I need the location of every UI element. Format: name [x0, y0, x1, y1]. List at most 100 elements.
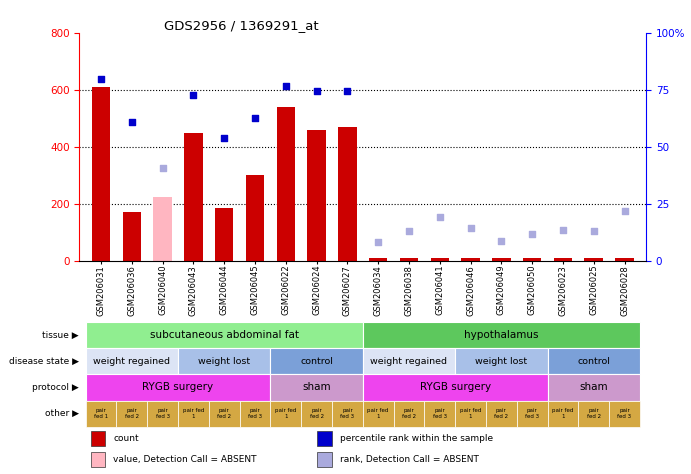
Bar — [178, 348, 270, 374]
Point — [404, 227, 415, 235]
Text: pair
fed 2: pair fed 2 — [310, 408, 323, 419]
Bar — [547, 401, 578, 427]
Bar — [547, 348, 640, 374]
Text: pair
fed 3: pair fed 3 — [248, 408, 262, 419]
Point — [157, 164, 168, 172]
Bar — [615, 258, 634, 261]
Point — [342, 87, 353, 94]
Text: pair
fed 1: pair fed 1 — [94, 408, 108, 419]
Bar — [122, 212, 141, 261]
Text: subcutaneous abdominal fat: subcutaneous abdominal fat — [150, 330, 299, 340]
Bar — [91, 452, 105, 467]
Bar — [369, 258, 388, 261]
Text: pair
fed 3: pair fed 3 — [433, 408, 447, 419]
Text: hypothalamus: hypothalamus — [464, 330, 538, 340]
Text: weight lost: weight lost — [198, 357, 250, 366]
Bar — [547, 374, 640, 401]
Text: tissue ▶: tissue ▶ — [42, 331, 79, 340]
Bar — [455, 348, 547, 374]
Point — [619, 207, 630, 215]
Bar — [317, 431, 332, 446]
Text: pair
fed 2: pair fed 2 — [125, 408, 139, 419]
Bar — [147, 401, 178, 427]
Bar — [332, 401, 363, 427]
Text: RYGB surgery: RYGB surgery — [142, 383, 214, 392]
Text: pair fed
1: pair fed 1 — [552, 408, 574, 419]
Bar — [92, 87, 111, 261]
Text: pair fed
1: pair fed 1 — [460, 408, 481, 419]
Bar — [301, 401, 332, 427]
Bar — [455, 401, 486, 427]
Bar — [184, 133, 202, 261]
Bar — [492, 258, 511, 261]
Text: GDS2956 / 1369291_at: GDS2956 / 1369291_at — [164, 19, 319, 32]
Bar — [86, 348, 178, 374]
Bar — [578, 401, 609, 427]
Bar — [246, 175, 264, 261]
Bar — [153, 197, 172, 261]
Bar — [317, 452, 332, 467]
Bar — [430, 258, 449, 261]
Text: sham: sham — [302, 383, 331, 392]
Bar — [270, 401, 301, 427]
Text: pair fed
1: pair fed 1 — [182, 408, 204, 419]
Point — [95, 75, 106, 82]
Bar — [215, 208, 234, 261]
Text: weight regained: weight regained — [370, 357, 448, 366]
Text: sham: sham — [580, 383, 608, 392]
Point — [372, 238, 384, 246]
Text: rank, Detection Call = ABSENT: rank, Detection Call = ABSENT — [340, 455, 479, 464]
Point — [434, 213, 445, 220]
Bar — [523, 258, 541, 261]
Bar — [553, 258, 572, 261]
Bar — [116, 401, 147, 427]
Text: percentile rank within the sample: percentile rank within the sample — [340, 434, 493, 443]
Bar — [462, 258, 480, 261]
Bar — [585, 258, 603, 261]
Bar — [86, 401, 116, 427]
Text: pair
fed 2: pair fed 2 — [217, 408, 231, 419]
Text: other ▶: other ▶ — [45, 409, 79, 418]
Point — [496, 237, 507, 245]
Point — [465, 224, 476, 232]
Text: weight lost: weight lost — [475, 357, 527, 366]
Point — [311, 88, 322, 95]
Text: pair
fed 3: pair fed 3 — [155, 408, 170, 419]
Bar — [517, 401, 547, 427]
Bar — [399, 258, 418, 261]
Text: control: control — [300, 357, 333, 366]
Text: control: control — [577, 357, 610, 366]
Point — [126, 118, 138, 126]
Text: protocol ▶: protocol ▶ — [32, 383, 79, 392]
Bar — [363, 374, 547, 401]
Bar — [86, 322, 363, 348]
Text: pair fed
1: pair fed 1 — [368, 408, 389, 419]
Bar — [338, 127, 357, 261]
Text: count: count — [113, 434, 139, 443]
Point — [188, 91, 199, 99]
Bar — [270, 348, 363, 374]
Bar — [276, 107, 295, 261]
Point — [558, 226, 569, 234]
Bar — [363, 401, 394, 427]
Text: RYGB surgery: RYGB surgery — [419, 383, 491, 392]
Bar — [91, 431, 105, 446]
Point — [588, 227, 599, 235]
Bar — [424, 401, 455, 427]
Bar — [609, 401, 640, 427]
Text: value, Detection Call = ABSENT: value, Detection Call = ABSENT — [113, 455, 257, 464]
Text: pair
fed 3: pair fed 3 — [618, 408, 632, 419]
Bar — [270, 374, 363, 401]
Bar — [178, 401, 209, 427]
Text: disease state ▶: disease state ▶ — [9, 357, 79, 366]
Bar — [363, 322, 640, 348]
Point — [218, 134, 229, 142]
Bar — [394, 401, 424, 427]
Text: pair
fed 2: pair fed 2 — [494, 408, 509, 419]
Bar — [86, 374, 270, 401]
Text: pair
fed 3: pair fed 3 — [340, 408, 354, 419]
Bar — [209, 401, 240, 427]
Text: pair
fed 3: pair fed 3 — [525, 408, 539, 419]
Text: pair
fed 2: pair fed 2 — [402, 408, 416, 419]
Point — [527, 230, 538, 237]
